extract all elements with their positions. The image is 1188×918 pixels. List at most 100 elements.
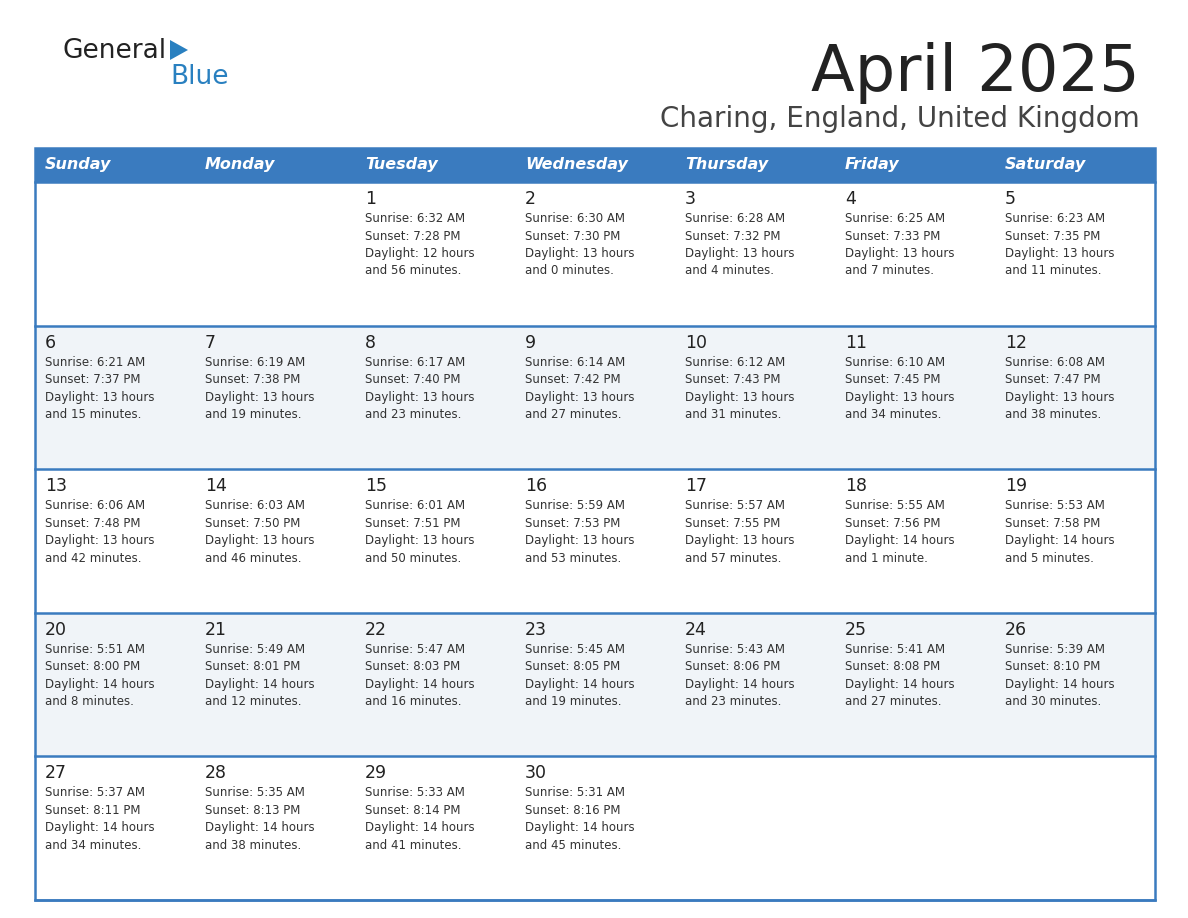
Text: Daylight: 13 hours: Daylight: 13 hours [365,390,474,404]
Text: and 16 minutes.: and 16 minutes. [365,695,461,709]
Text: Wednesday: Wednesday [525,158,628,173]
Text: 17: 17 [685,477,707,495]
Text: Daylight: 13 hours: Daylight: 13 hours [365,534,474,547]
Text: and 34 minutes.: and 34 minutes. [845,409,941,421]
Text: Sunrise: 6:28 AM: Sunrise: 6:28 AM [685,212,785,225]
Text: Daylight: 12 hours: Daylight: 12 hours [365,247,475,260]
Text: Monday: Monday [206,158,276,173]
Text: 21: 21 [206,621,227,639]
Bar [34,326,1155,469]
Text: 18: 18 [845,477,867,495]
Text: April 2025: April 2025 [811,42,1140,104]
Text: and 56 minutes.: and 56 minutes. [365,264,461,277]
Text: Sunset: 8:00 PM: Sunset: 8:00 PM [45,660,140,673]
Text: Sunset: 7:48 PM: Sunset: 7:48 PM [45,517,140,530]
Text: Daylight: 13 hours: Daylight: 13 hours [685,534,795,547]
Text: Daylight: 14 hours: Daylight: 14 hours [1005,677,1114,691]
Text: Sunrise: 6:14 AM: Sunrise: 6:14 AM [525,355,625,369]
Text: Sunset: 8:01 PM: Sunset: 8:01 PM [206,660,301,673]
Text: Friday: Friday [845,158,899,173]
Text: and 4 minutes.: and 4 minutes. [685,264,775,277]
Polygon shape [170,40,188,60]
Text: Sunrise: 6:23 AM: Sunrise: 6:23 AM [1005,212,1105,225]
Text: Sunset: 8:11 PM: Sunset: 8:11 PM [45,804,140,817]
Text: and 8 minutes.: and 8 minutes. [45,695,134,709]
Text: Daylight: 13 hours: Daylight: 13 hours [1005,247,1114,260]
Text: Daylight: 14 hours: Daylight: 14 hours [206,677,315,691]
Text: Sunrise: 6:06 AM: Sunrise: 6:06 AM [45,499,145,512]
Text: 14: 14 [206,477,227,495]
Bar [34,613,1155,756]
Text: 27: 27 [45,765,67,782]
Text: Sunday: Sunday [45,158,112,173]
Text: Sunrise: 5:37 AM: Sunrise: 5:37 AM [45,787,145,800]
Text: Sunset: 8:08 PM: Sunset: 8:08 PM [845,660,940,673]
Text: Sunset: 7:45 PM: Sunset: 7:45 PM [845,373,941,386]
Text: Daylight: 13 hours: Daylight: 13 hours [206,390,315,404]
Text: 16: 16 [525,477,548,495]
Text: Sunrise: 5:57 AM: Sunrise: 5:57 AM [685,499,785,512]
Text: 11: 11 [845,333,867,352]
Text: General: General [62,38,166,64]
Text: Sunset: 7:56 PM: Sunset: 7:56 PM [845,517,941,530]
Text: Daylight: 14 hours: Daylight: 14 hours [685,677,795,691]
Text: Sunrise: 6:01 AM: Sunrise: 6:01 AM [365,499,466,512]
Text: 3: 3 [685,190,696,208]
Text: Sunset: 7:40 PM: Sunset: 7:40 PM [365,373,461,386]
Text: 8: 8 [365,333,375,352]
Text: Daylight: 13 hours: Daylight: 13 hours [685,390,795,404]
Text: Sunset: 7:53 PM: Sunset: 7:53 PM [525,517,620,530]
Text: and 27 minutes.: and 27 minutes. [845,695,942,709]
Text: Sunset: 7:30 PM: Sunset: 7:30 PM [525,230,620,242]
Text: Sunrise: 5:49 AM: Sunrise: 5:49 AM [206,643,305,655]
Text: Daylight: 14 hours: Daylight: 14 hours [845,534,955,547]
Text: Daylight: 14 hours: Daylight: 14 hours [206,822,315,834]
Text: Sunrise: 5:55 AM: Sunrise: 5:55 AM [845,499,944,512]
Bar [34,182,1155,326]
Text: Daylight: 14 hours: Daylight: 14 hours [45,822,154,834]
Text: Sunrise: 5:45 AM: Sunrise: 5:45 AM [525,643,625,655]
Text: Sunset: 8:13 PM: Sunset: 8:13 PM [206,804,301,817]
Text: Sunset: 7:38 PM: Sunset: 7:38 PM [206,373,301,386]
Text: Daylight: 13 hours: Daylight: 13 hours [1005,390,1114,404]
Text: Daylight: 14 hours: Daylight: 14 hours [845,677,955,691]
Text: and 27 minutes.: and 27 minutes. [525,409,621,421]
Text: Thursday: Thursday [685,158,769,173]
Text: Daylight: 14 hours: Daylight: 14 hours [1005,534,1114,547]
Text: and 42 minutes.: and 42 minutes. [45,552,141,565]
Text: Sunrise: 6:12 AM: Sunrise: 6:12 AM [685,355,785,369]
Text: Daylight: 13 hours: Daylight: 13 hours [45,390,154,404]
Text: 26: 26 [1005,621,1028,639]
Text: Sunrise: 5:59 AM: Sunrise: 5:59 AM [525,499,625,512]
Text: Sunrise: 5:51 AM: Sunrise: 5:51 AM [45,643,145,655]
Text: Sunset: 7:43 PM: Sunset: 7:43 PM [685,373,781,386]
Text: and 38 minutes.: and 38 minutes. [1005,409,1101,421]
Text: Sunset: 7:50 PM: Sunset: 7:50 PM [206,517,301,530]
Text: Daylight: 13 hours: Daylight: 13 hours [525,247,634,260]
Text: Sunrise: 6:08 AM: Sunrise: 6:08 AM [1005,355,1105,369]
Text: 23: 23 [525,621,546,639]
Text: Sunrise: 5:31 AM: Sunrise: 5:31 AM [525,787,625,800]
Text: Sunset: 7:35 PM: Sunset: 7:35 PM [1005,230,1100,242]
Bar [34,756,1155,900]
Text: Sunset: 8:05 PM: Sunset: 8:05 PM [525,660,620,673]
Text: and 23 minutes.: and 23 minutes. [365,409,461,421]
Text: 4: 4 [845,190,855,208]
Text: and 31 minutes.: and 31 minutes. [685,409,782,421]
Text: and 15 minutes.: and 15 minutes. [45,409,141,421]
Text: Sunset: 7:42 PM: Sunset: 7:42 PM [525,373,620,386]
Text: and 5 minutes.: and 5 minutes. [1005,552,1094,565]
Text: Sunset: 8:16 PM: Sunset: 8:16 PM [525,804,620,817]
Bar [34,148,1155,900]
Text: Sunrise: 5:43 AM: Sunrise: 5:43 AM [685,643,785,655]
Text: Charing, England, United Kingdom: Charing, England, United Kingdom [661,105,1140,133]
Text: Daylight: 13 hours: Daylight: 13 hours [45,534,154,547]
Text: and 19 minutes.: and 19 minutes. [525,695,621,709]
Text: and 1 minute.: and 1 minute. [845,552,928,565]
Text: and 23 minutes.: and 23 minutes. [685,695,782,709]
Text: Daylight: 13 hours: Daylight: 13 hours [525,534,634,547]
Text: Sunrise: 6:19 AM: Sunrise: 6:19 AM [206,355,305,369]
Text: 2: 2 [525,190,536,208]
Text: Sunset: 7:47 PM: Sunset: 7:47 PM [1005,373,1100,386]
Text: Daylight: 14 hours: Daylight: 14 hours [525,677,634,691]
